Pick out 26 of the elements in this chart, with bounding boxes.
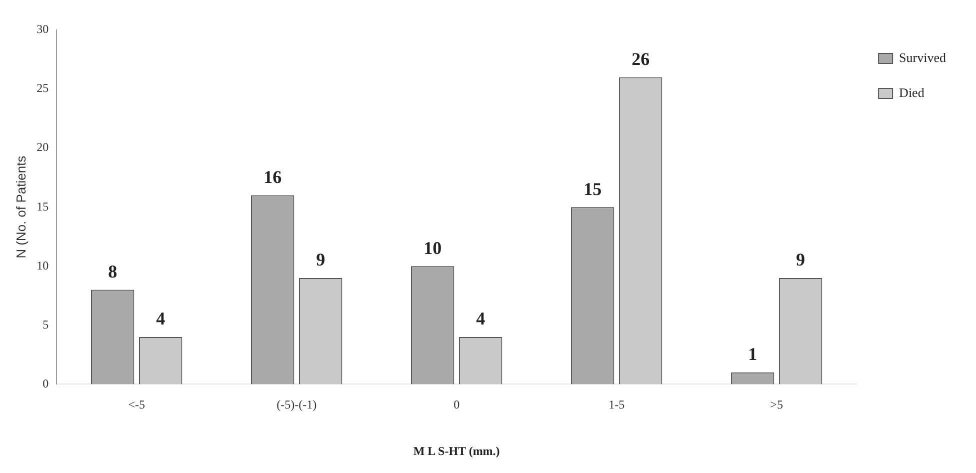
x-tick-label: 0 bbox=[454, 398, 460, 412]
y-tick-label: 25 bbox=[36, 81, 49, 96]
y-tick-label: 5 bbox=[42, 317, 49, 332]
y-tick-label: 30 bbox=[36, 22, 49, 36]
data-label: 4 bbox=[476, 308, 486, 329]
data-label: 15 bbox=[584, 178, 602, 199]
x-tick-label: 1-5 bbox=[608, 398, 625, 412]
data-label: 1 bbox=[748, 344, 758, 364]
x-axis-title: M L S-HT (mm.) bbox=[413, 444, 500, 458]
y-axis-title: N (No. of Patients bbox=[13, 155, 28, 258]
data-label: 4 bbox=[156, 308, 166, 329]
x-tick-label: <-5 bbox=[128, 398, 145, 412]
y-tick-label: 10 bbox=[36, 258, 49, 272]
y-tick-label: 20 bbox=[36, 140, 49, 154]
data-label: 16 bbox=[264, 166, 282, 187]
y-tick-label: 0 bbox=[42, 376, 49, 390]
data-label: 9 bbox=[796, 250, 806, 270]
legend-label: Died bbox=[899, 84, 925, 100]
x-tick-label: >5 bbox=[770, 398, 783, 412]
data-label: 10 bbox=[424, 238, 442, 258]
data-label: 8 bbox=[108, 261, 118, 282]
data-label: 26 bbox=[632, 48, 650, 69]
x-tick-label: (-5)-(-1) bbox=[276, 398, 317, 412]
y-tick-label: 15 bbox=[36, 199, 49, 214]
data-label: 9 bbox=[316, 250, 326, 270]
legend-label: Survived bbox=[899, 50, 946, 65]
